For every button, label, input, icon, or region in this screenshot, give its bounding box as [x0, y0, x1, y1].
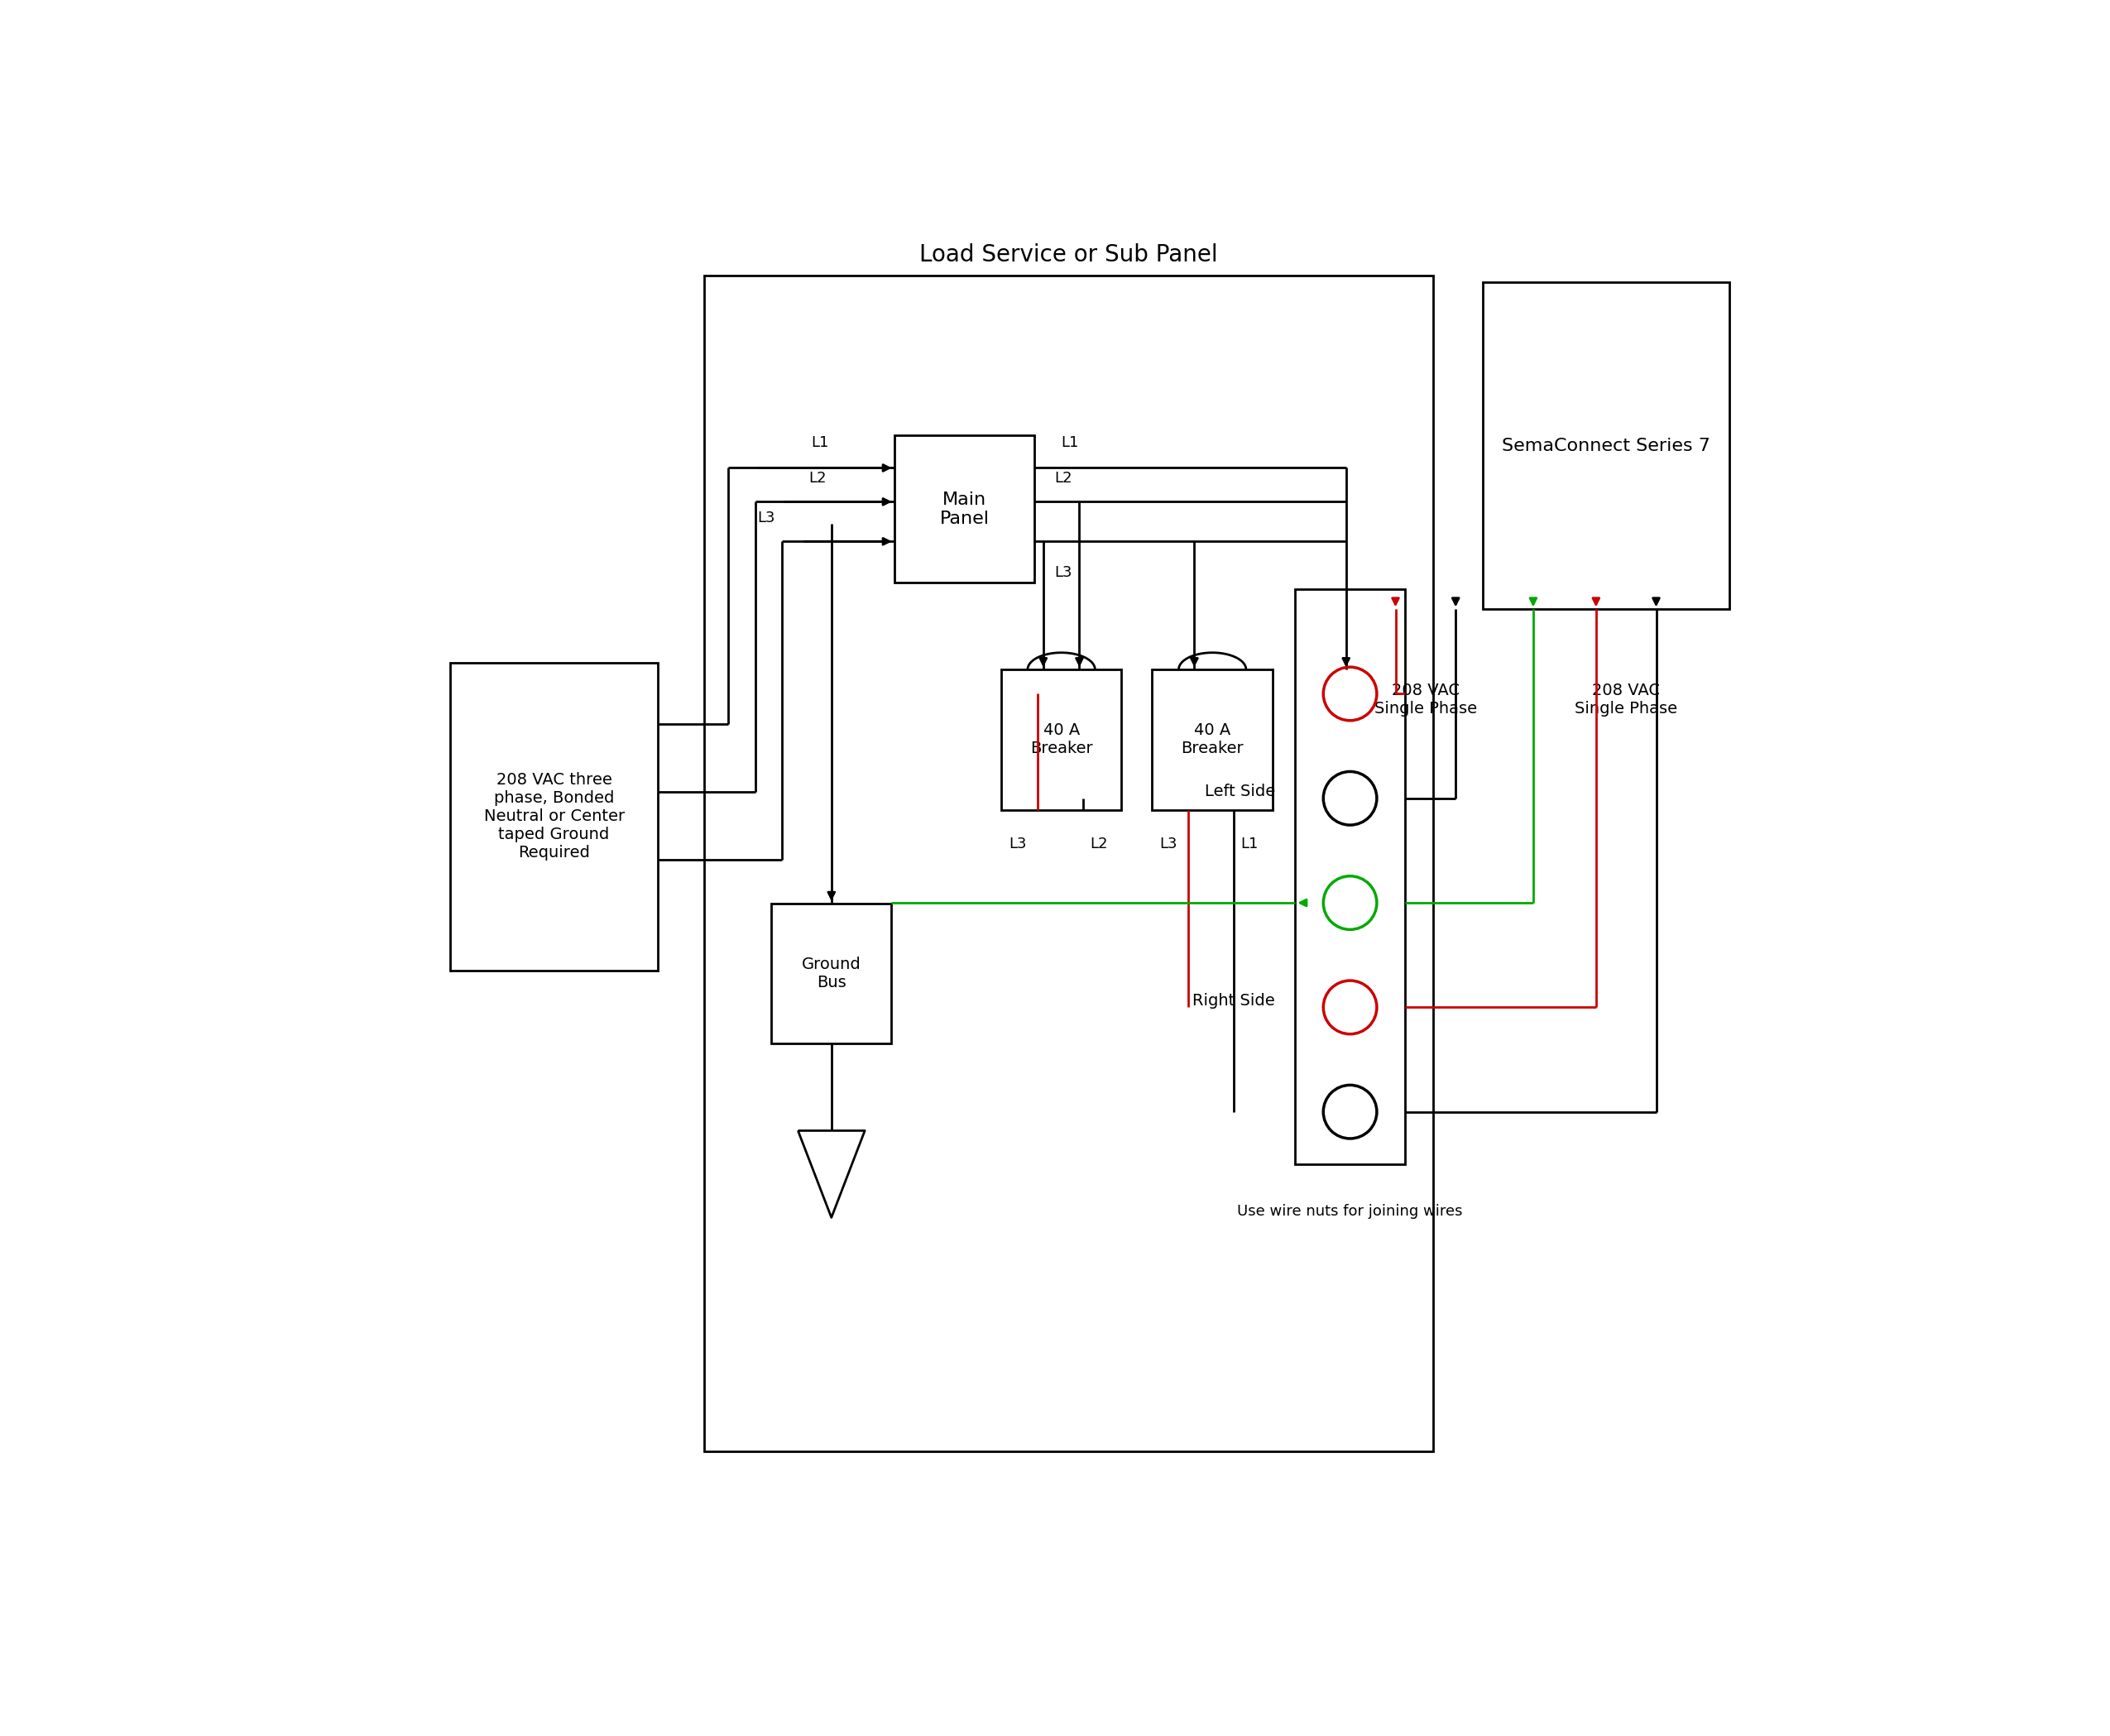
Text: L3: L3 [1009, 837, 1028, 851]
Text: L3: L3 [1055, 566, 1072, 580]
Text: Main
Panel: Main Panel [939, 491, 990, 528]
Text: L1: L1 [1241, 837, 1258, 851]
Text: L2: L2 [808, 470, 827, 486]
Text: 40 A
Breaker: 40 A Breaker [1182, 722, 1243, 757]
Text: L3: L3 [757, 510, 774, 526]
Bar [1483, 281, 1730, 609]
Text: 208 VAC
Single Phase: 208 VAC Single Phase [1374, 682, 1477, 717]
Text: Load Service or Sub Panel: Load Service or Sub Panel [920, 243, 1217, 267]
Bar [1000, 670, 1123, 809]
Text: Ground
Bus: Ground Bus [802, 957, 861, 991]
Text: L1: L1 [1061, 436, 1078, 451]
Bar [705, 276, 1433, 1451]
Text: SemaConnect Series 7: SemaConnect Series 7 [1502, 437, 1711, 453]
Text: L1: L1 [810, 436, 829, 451]
Text: 208 VAC
Single Phase: 208 VAC Single Phase [1574, 682, 1677, 717]
Text: L2: L2 [1089, 837, 1108, 851]
Text: Use wire nuts for joining wires: Use wire nuts for joining wires [1236, 1205, 1462, 1219]
Text: 40 A
Breaker: 40 A Breaker [1030, 722, 1093, 757]
Bar [1296, 589, 1405, 1165]
Text: Right Side: Right Side [1192, 993, 1274, 1009]
Text: L3: L3 [1160, 837, 1177, 851]
Bar [772, 903, 893, 1043]
Text: 208 VAC three
phase, Bonded
Neutral or Center
taped Ground
Required: 208 VAC three phase, Bonded Neutral or C… [483, 773, 625, 861]
Text: L2: L2 [1055, 470, 1072, 486]
Bar [449, 663, 658, 970]
Bar [895, 436, 1034, 583]
Bar [1152, 670, 1272, 809]
Text: Left Side: Left Side [1205, 783, 1274, 800]
